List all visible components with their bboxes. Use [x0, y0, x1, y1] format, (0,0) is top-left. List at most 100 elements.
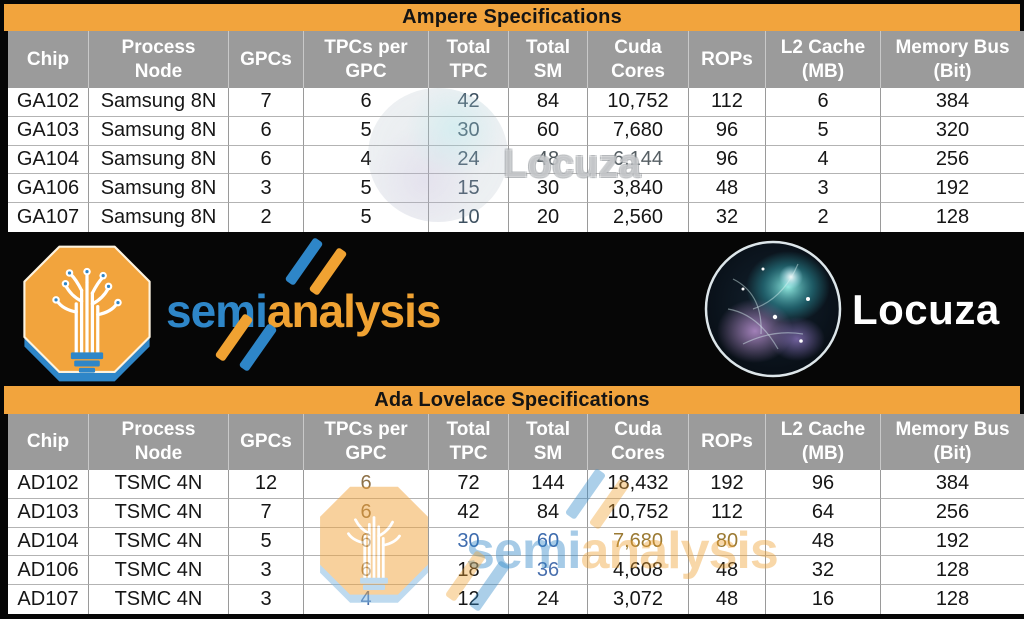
chip-name-cell: AD104 — [8, 527, 89, 557]
table-cell: TSMC 4N — [89, 498, 229, 528]
table-cell: TSMC 4N — [89, 585, 229, 614]
chip-name-cell: AD106 — [8, 556, 89, 586]
table-cell: 112 — [689, 498, 766, 528]
table-cell: 7 — [229, 498, 304, 528]
table-cell: 384 — [881, 470, 1024, 499]
table-cell: 96 — [689, 116, 766, 146]
column-header-total-tpc: Total TPC — [429, 31, 509, 88]
table-cell: 3,072 — [588, 585, 689, 614]
ampere-table-title: Ampere Specifications — [4, 4, 1020, 31]
table-cell: 48 — [689, 174, 766, 204]
table-cell: 64 — [766, 498, 881, 528]
chip-name-cell: GA102 — [8, 88, 89, 117]
table-cell: 30 — [509, 174, 588, 204]
table-cell: 3 — [229, 585, 304, 614]
table-cell: 48 — [509, 145, 588, 175]
table-cell: 20 — [509, 203, 588, 232]
table-cell: 10 — [429, 203, 509, 232]
column-header-total-sm: Total SM — [509, 31, 588, 88]
table-cell: 2 — [229, 203, 304, 232]
column-header-memory-bus-bit-: Memory Bus (Bit) — [895, 419, 1010, 464]
table-cell: 48 — [766, 527, 881, 557]
table-cell: 36 — [509, 556, 588, 586]
chip-name-cell: GA106 — [8, 174, 89, 204]
table-cell: 3,840 — [588, 174, 689, 204]
table-cell: 128 — [881, 585, 1024, 614]
table-cell: 72 — [429, 470, 509, 499]
branding-band: semianalysis — [0, 236, 1024, 386]
column-header-total-sm: Total SM — [509, 414, 588, 470]
table-cell: 4 — [304, 585, 429, 614]
table-cell: 5 — [304, 203, 429, 232]
table-cell: 256 — [881, 145, 1024, 175]
table-cell: 256 — [881, 498, 1024, 528]
table-cell: 7 — [229, 88, 304, 117]
table-cell: TSMC 4N — [89, 527, 229, 557]
chip-name-cell: GA103 — [8, 116, 89, 146]
chip-name-cell: AD107 — [8, 585, 89, 614]
table-cell: 15 — [429, 174, 509, 204]
table-cell: 320 — [881, 116, 1024, 146]
table-cell: 60 — [509, 527, 588, 557]
ada-table-title: Ada Lovelace Specifications — [4, 386, 1020, 414]
table-cell: TSMC 4N — [89, 556, 229, 586]
chip-name-cell: GA104 — [8, 145, 89, 175]
column-header-chip: Chip — [8, 31, 89, 88]
table-cell: 80 — [689, 527, 766, 557]
table-cell: 7,680 — [588, 116, 689, 146]
semianalysis-wordmark: semianalysis — [166, 284, 441, 338]
table-cell: Samsung 8N — [89, 174, 229, 204]
table-cell: 6 — [304, 88, 429, 117]
column-header-total-tpc: Total TPC — [429, 414, 509, 470]
column-header-tpcs-per-gpc: TPCs per GPC — [304, 414, 429, 470]
table-cell: 128 — [881, 203, 1024, 232]
column-header-chip: Chip — [8, 414, 89, 470]
table-cell: 48 — [689, 556, 766, 586]
column-header-cuda-cores: Cuda Cores — [588, 414, 689, 470]
column-header-tpcs-per-gpc: TPCs per GPC — [304, 31, 429, 88]
semianalysis-bulb-logo-icon — [23, 245, 151, 382]
column-header-l2-cache-mb-: L2 Cache (MB) — [766, 31, 881, 88]
chip-name-cell: AD102 — [8, 470, 89, 499]
table-cell: 144 — [509, 470, 588, 499]
table-cell: 4 — [304, 145, 429, 175]
column-header-memory-bus-bit-: Memory Bus (Bit) — [895, 36, 1010, 82]
table-cell: 6 — [229, 116, 304, 146]
locuza-avatar — [704, 240, 842, 378]
table-cell: 6 — [304, 527, 429, 557]
table-cell: 18,432 — [588, 470, 689, 499]
table-cell: TSMC 4N — [89, 470, 229, 499]
wordmark-semi: semi — [166, 285, 268, 337]
locuza-name-label: Locuza — [852, 286, 1000, 333]
table-cell: Samsung 8N — [89, 145, 229, 175]
table-cell: 48 — [689, 585, 766, 614]
table-cell: Samsung 8N — [89, 116, 229, 146]
table-cell: 6 — [766, 88, 881, 117]
column-header-rops: ROPs — [689, 414, 766, 470]
table-cell: 6 — [304, 498, 429, 528]
ada-table-title-bar: Ada Lovelace Specifications — [4, 386, 1020, 414]
table-cell: 4,608 — [588, 556, 689, 586]
table-cell: 16 — [766, 585, 881, 614]
table-cell: 3 — [229, 556, 304, 586]
table-cell: 2 — [766, 203, 881, 232]
table-cell: 42 — [429, 88, 509, 117]
table-cell: 24 — [429, 145, 509, 175]
table-cell: 10,752 — [588, 88, 689, 117]
table-cell: 192 — [881, 527, 1024, 557]
table-cell: 3 — [766, 174, 881, 204]
table-cell: 5 — [304, 174, 429, 204]
table-cell: 2,560 — [588, 203, 689, 232]
table-cell: 12 — [429, 585, 509, 614]
table-cell: 5 — [304, 116, 429, 146]
ampere-table-body: GA102 Samsung 8N 7 6 42 84 10,752 112 6 384 GA103 S… — [8, 88, 1024, 232]
table-cell: 12 — [229, 470, 304, 499]
table-cell: 3 — [229, 174, 304, 204]
table-cell: 112 — [689, 88, 766, 117]
table-cell: 192 — [689, 470, 766, 499]
column-header-process-node: Process Node — [89, 31, 229, 88]
column-header-gpcs: GPCs — [229, 414, 304, 470]
ada-table-body: AD102 TSMC 4N 12 6 72 144 18,432 192 96 384 AD103 T… — [8, 470, 1024, 614]
table-cell: 84 — [509, 498, 588, 528]
table-cell: 6 — [304, 470, 429, 499]
